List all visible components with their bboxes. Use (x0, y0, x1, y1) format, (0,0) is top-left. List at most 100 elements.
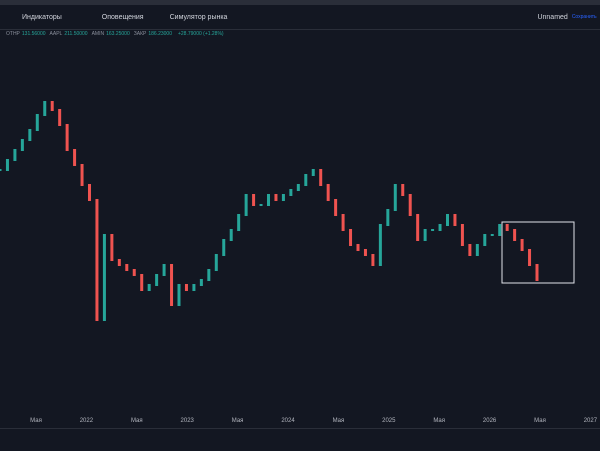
candle (453, 214, 457, 226)
x-tick-label: Мая (30, 418, 42, 424)
candle (483, 234, 487, 246)
x-tick-label: 2026 (483, 418, 497, 424)
candle (438, 224, 442, 231)
x-tick-label: 2025 (382, 418, 396, 424)
candle (311, 169, 315, 176)
candle (326, 184, 330, 201)
candle (73, 149, 77, 166)
candle (214, 254, 218, 271)
candle (393, 184, 397, 211)
x-tick-label: Мая (232, 418, 244, 424)
candle (386, 209, 390, 226)
candle (162, 264, 166, 276)
candle (125, 264, 129, 271)
legend-symbol: AAPL (49, 31, 63, 37)
candle (296, 184, 300, 191)
x-tick-label: Мая (534, 418, 546, 424)
candle (177, 284, 181, 306)
alerts-button[interactable]: Оповещения (101, 13, 144, 21)
candle (356, 244, 360, 251)
candle (475, 244, 479, 256)
legend: OTHP 131.56000 AAPL 211.50000 AMIN 163.25000 З… (6, 31, 228, 37)
x-tick-label: 2022 (80, 418, 94, 424)
legend-symbol: OTHP (6, 31, 20, 37)
candle (88, 184, 91, 201)
candle (170, 264, 174, 306)
layout-name[interactable]: Unnamed (537, 13, 568, 21)
toolbar: Индикаторы Оповещения Симулятор рынка Un… (0, 5, 600, 30)
legend-value: 131.56000 (21, 31, 46, 37)
x-tick-label: Мая (333, 418, 345, 424)
x-tick-label: Мая (433, 418, 445, 424)
x-tick-label: 2023 (181, 418, 195, 424)
x-tick-label: 2027 (584, 418, 598, 424)
candle (252, 194, 256, 206)
candle (95, 199, 99, 321)
candle (520, 239, 524, 251)
candle (505, 224, 509, 231)
x-tick-label: 2024 (281, 418, 295, 424)
candle (334, 199, 338, 216)
candle (259, 204, 263, 206)
candle (5, 159, 9, 171)
save-button[interactable]: Сохранить (571, 14, 597, 20)
candle (289, 189, 293, 196)
candle (498, 224, 502, 236)
x-tick-label: Мая (131, 418, 143, 424)
candle (274, 194, 278, 201)
candle (528, 249, 532, 266)
candle (192, 284, 196, 291)
candle (58, 109, 62, 126)
candle (490, 234, 494, 236)
candle (349, 229, 353, 246)
window-strip (0, 0, 600, 5)
candle (28, 129, 32, 141)
selection-rect (501, 221, 575, 284)
candle (155, 274, 159, 286)
candle (132, 269, 136, 276)
candle (401, 184, 405, 196)
candle (102, 234, 106, 321)
candle (222, 239, 226, 256)
candle (140, 274, 144, 291)
candle (281, 194, 285, 201)
candle (199, 279, 203, 286)
candle (184, 284, 188, 291)
candle (446, 214, 449, 226)
candle (319, 169, 323, 186)
candle (147, 284, 151, 291)
replay-button[interactable]: Симулятор рынка (169, 13, 228, 21)
candle (13, 149, 17, 161)
candle (50, 101, 54, 111)
candle (237, 214, 241, 231)
bottom-panel (0, 428, 600, 451)
candle (363, 249, 367, 256)
candle (468, 244, 472, 256)
candle (229, 229, 233, 241)
candle (341, 214, 345, 231)
candle (416, 214, 420, 241)
legend-symbol: ЗАКР (133, 31, 147, 37)
candle (43, 101, 47, 116)
candle (460, 224, 464, 246)
candle (423, 229, 427, 241)
legend-symbol: AMIN (91, 31, 105, 37)
candle (117, 259, 121, 266)
candle (267, 194, 270, 206)
candle (535, 264, 539, 281)
candle (110, 234, 114, 261)
candle (513, 229, 517, 241)
candle (0, 169, 2, 171)
candle (378, 224, 382, 266)
candle (304, 174, 308, 186)
candle (244, 194, 248, 216)
candle (408, 194, 412, 216)
candle (431, 229, 435, 231)
candle (207, 269, 211, 281)
legend-value: 186.23000 (148, 31, 172, 37)
legend-value: +28.79000 (+1.28%) (177, 31, 224, 37)
legend-value: 163.25000 (106, 31, 130, 37)
indicators-button[interactable]: Индикаторы (22, 13, 62, 21)
